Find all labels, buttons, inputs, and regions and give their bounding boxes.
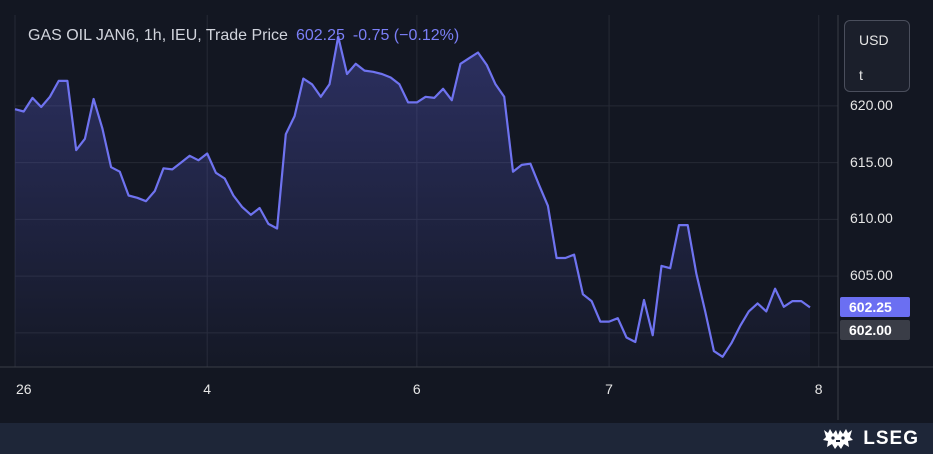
previous-price-tag-label: 602.00 xyxy=(849,322,892,339)
y-tick-label: 620.00 xyxy=(850,96,893,113)
price-change-value: -0.75 (−0.12%) xyxy=(352,27,460,44)
currency-label: USD xyxy=(859,32,889,48)
chart-area[interactable]: GAS OIL JAN6, 1h, IEU, Trade Price 602.25… xyxy=(0,0,933,420)
price-line xyxy=(14,35,811,358)
y-tick-label: 615.00 xyxy=(850,153,893,170)
instrument-title: GAS OIL JAN6, 1h, IEU, Trade Price xyxy=(28,27,288,44)
last-price-tag: 602.25 xyxy=(840,297,910,318)
unit-selector[interactable]: USD t xyxy=(844,20,910,92)
x-tick-label: 6 xyxy=(412,381,421,397)
unit-of-measure-label: t xyxy=(859,67,863,83)
lseg-logo: LSEG xyxy=(821,426,919,452)
previous-price-tag: 602.00 xyxy=(840,320,910,341)
lseg-crest-icon xyxy=(823,429,854,449)
last-price-tag-label: 602.25 xyxy=(849,299,892,316)
x-tick-label: 8 xyxy=(814,381,823,397)
price-area xyxy=(15,36,810,367)
price-chart[interactable] xyxy=(0,0,933,420)
footer-bar: LSEG xyxy=(0,423,933,454)
chart-legend: GAS OIL JAN6, 1h, IEU, Trade Price 602.25… xyxy=(28,27,459,45)
brand-name: LSEG xyxy=(863,428,919,449)
x-tick-label: 26 xyxy=(16,381,32,397)
y-tick-label: 605.00 xyxy=(850,267,893,284)
y-tick-label: 610.00 xyxy=(850,210,893,227)
last-price-value: 602.25 xyxy=(295,27,345,44)
x-tick-label: 7 xyxy=(605,381,613,397)
x-tick-label: 4 xyxy=(203,381,211,397)
